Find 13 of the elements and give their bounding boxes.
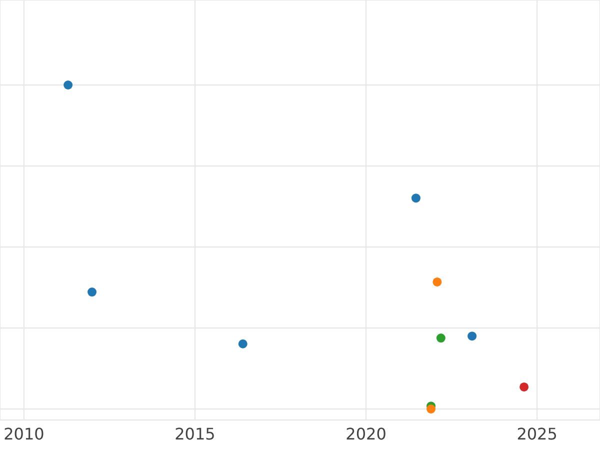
x-tick-label: 2020 [346, 424, 386, 444]
point [88, 288, 97, 297]
point [520, 382, 529, 392]
x-tick-label: 2025 [516, 424, 558, 444]
point [426, 404, 436, 414]
point [436, 334, 446, 343]
x-tick-label: 2010 [4, 424, 44, 444]
point [64, 80, 73, 90]
point [432, 277, 442, 286]
point [238, 339, 248, 348]
x-tick-label: 2015 [174, 424, 216, 444]
point [468, 332, 477, 341]
point [411, 194, 420, 203]
